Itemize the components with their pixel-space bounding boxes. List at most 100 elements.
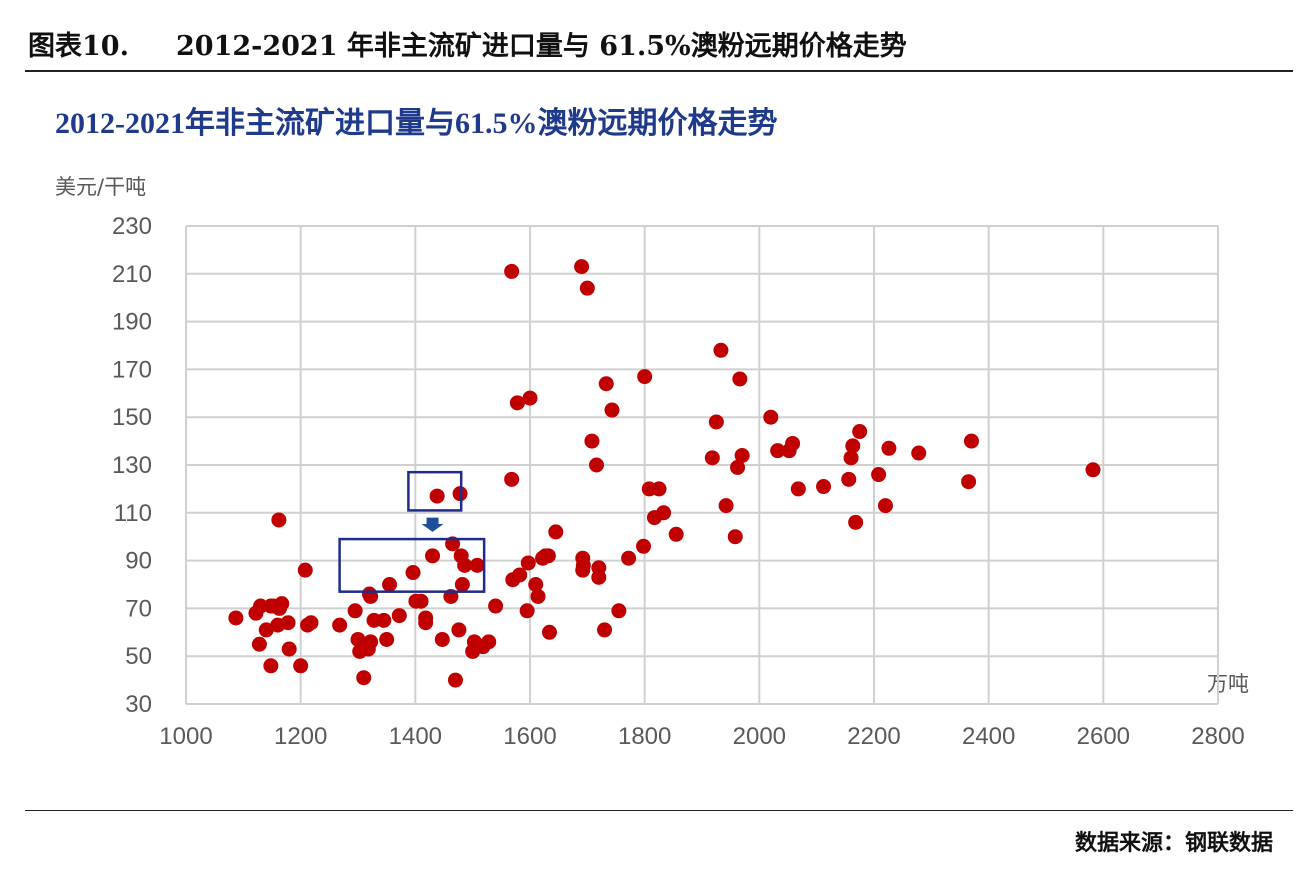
data-point: [668, 526, 684, 542]
data-point: [434, 631, 450, 647]
x-tick-label: 2200: [847, 723, 900, 750]
x-tick-label: 1600: [503, 723, 556, 750]
data-point: [530, 588, 546, 604]
data-point: [852, 424, 868, 440]
data-point: [274, 596, 290, 612]
data-point: [734, 447, 750, 463]
data-point: [519, 603, 535, 619]
data-point: [841, 471, 857, 487]
x-axis-ticks: 1000 1200 1400 1600 1800 2000 2200 2400 2600 2800: [159, 723, 1244, 750]
y-tick-label: 190: [112, 309, 152, 336]
data-point: [548, 524, 564, 540]
data-point: [816, 479, 832, 495]
annotations: [338, 470, 486, 593]
y-tick-label: 110: [114, 500, 152, 527]
y-tick-label: 230: [112, 213, 152, 240]
data-point: [730, 459, 746, 475]
data-point: [656, 505, 672, 521]
data-point: [522, 390, 538, 406]
data-point: [541, 624, 557, 640]
data-point: [843, 450, 859, 466]
data-point: [271, 512, 287, 528]
y-tick-label: 150: [112, 404, 152, 431]
data-point: [356, 670, 372, 686]
down-arrow-icon: [421, 517, 444, 532]
data-point: [391, 608, 407, 624]
data-point: [451, 622, 467, 638]
data-point: [708, 414, 724, 430]
highlight-box: [338, 537, 486, 593]
y-tick-label: 210: [112, 261, 152, 288]
data-point: [253, 598, 269, 614]
data-point: [845, 438, 861, 454]
y-tick-label: 50: [125, 643, 152, 670]
data-point: [418, 615, 434, 631]
data-point: [281, 641, 297, 657]
y-axis-ticks: 30 50 70 90 110 130 150 170 190 210 230: [112, 213, 152, 718]
data-point: [382, 577, 398, 592]
data-point: [405, 565, 421, 581]
data-point: [604, 402, 620, 418]
data-points: [228, 259, 1101, 688]
data-point: [611, 603, 627, 619]
data-point: [528, 577, 544, 592]
data-point: [540, 548, 556, 564]
x-tick-label: 1800: [618, 723, 671, 750]
data-point: [258, 622, 274, 638]
y-tick-label: 70: [125, 595, 152, 622]
chart-title: 2012-2021年非主流矿进口量与61.5%澳粉远期价格走势: [55, 106, 778, 140]
data-point: [621, 550, 637, 566]
data-point: [871, 467, 887, 483]
data-point: [481, 634, 497, 650]
x-tick-label: 1000: [159, 723, 212, 750]
data-point: [228, 610, 244, 626]
data-point: [770, 443, 786, 459]
data-point: [597, 622, 613, 638]
data-point: [379, 631, 395, 647]
data-point: [303, 615, 319, 631]
data-point: [848, 514, 864, 530]
figure-header: 图表10. 2012-2021 年非主流矿进口量与 61.5%澳粉远期价格走势: [28, 18, 1288, 68]
data-point: [637, 369, 653, 385]
data-point: [763, 409, 779, 425]
y-tick-label: 130: [112, 452, 152, 479]
highlight-box: [407, 470, 463, 512]
data-point: [520, 555, 536, 571]
data-point: [713, 342, 729, 358]
x-tick-label: 1200: [274, 723, 327, 750]
data-point: [1085, 462, 1101, 478]
data-point: [727, 529, 743, 545]
x-tick-label: 1400: [389, 723, 442, 750]
data-point: [790, 481, 806, 497]
data-point: [347, 603, 363, 619]
data-point: [718, 498, 734, 514]
data-point: [598, 376, 614, 392]
x-axis-label: 万吨: [1207, 672, 1249, 696]
figure-title: 2012-2021 年非主流矿进口量与 61.5%澳粉远期价格走势: [176, 31, 907, 62]
data-point: [457, 557, 473, 573]
data-point: [504, 471, 520, 487]
data-point: [350, 631, 366, 647]
data-point: [293, 658, 309, 674]
figure-label: 图表10.: [28, 31, 129, 62]
data-point: [425, 548, 441, 564]
data-point: [363, 634, 379, 650]
data-point: [961, 474, 977, 490]
data-point: [413, 593, 429, 609]
data-point: [911, 445, 927, 461]
data-point: [488, 598, 504, 614]
data-point: [509, 395, 525, 411]
data-point: [512, 567, 528, 583]
data-point: [732, 371, 748, 387]
data-point: [575, 557, 591, 573]
bottom-rule: [25, 810, 1293, 811]
data-point: [704, 450, 720, 466]
data-point: [469, 557, 485, 573]
data-point: [280, 615, 296, 631]
data-point: [589, 457, 605, 473]
data-point: [263, 658, 279, 674]
y-axis-label: 美元/干吨: [55, 175, 146, 199]
y-tick-label: 30: [125, 691, 152, 718]
data-point: [297, 562, 313, 578]
x-tick-label: 2800: [1191, 723, 1244, 750]
